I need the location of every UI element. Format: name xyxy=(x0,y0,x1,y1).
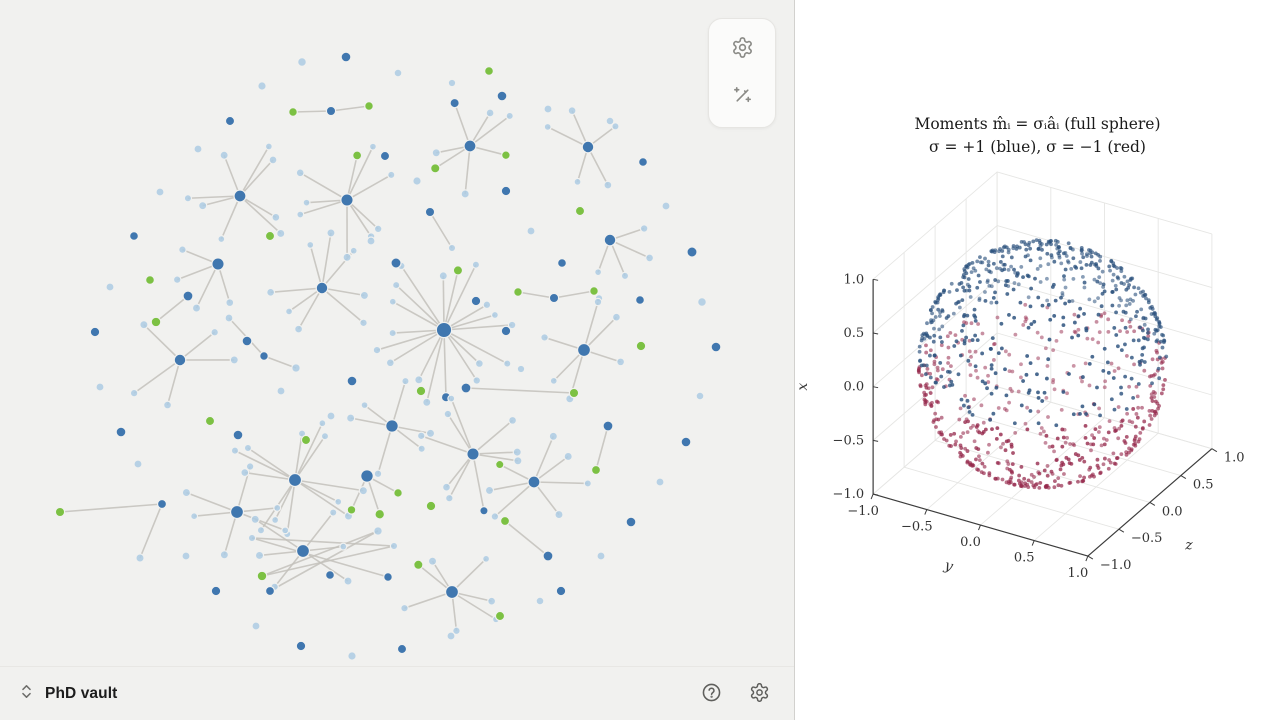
status-bar-actions xyxy=(694,677,776,711)
chevrons-up-down-icon xyxy=(18,683,35,705)
plot-title-line2: σ = +1 (blue), σ = −1 (red) xyxy=(929,138,1146,156)
gear-icon xyxy=(749,682,770,706)
graph-settings-button[interactable] xyxy=(715,25,769,73)
status-bar: PhD vault xyxy=(0,666,794,720)
graph-controls-card xyxy=(708,18,776,128)
graph-view-panel: PhD vault xyxy=(0,0,795,720)
wand-sparkles-icon xyxy=(731,84,754,110)
gear-icon xyxy=(731,36,754,62)
graph-canvas[interactable] xyxy=(0,0,795,720)
settings-button[interactable] xyxy=(742,677,776,711)
vault-name: PhD vault xyxy=(45,684,118,702)
plot-title-line1: Moments m̂ᵢ = σᵢâᵢ (full sphere) xyxy=(914,115,1161,133)
sphere-scatter-plot xyxy=(795,0,1279,720)
vault-switcher[interactable]: PhD vault xyxy=(18,683,117,705)
plot-title: Moments m̂ᵢ = σᵢâᵢ (full sphere) σ = +1 … xyxy=(795,113,1280,159)
help-circle-icon xyxy=(701,682,722,706)
help-button[interactable] xyxy=(694,677,728,711)
plot-panel: Moments m̂ᵢ = σᵢâᵢ (full sphere) σ = +1 … xyxy=(795,0,1280,720)
graph-arrange-button[interactable] xyxy=(715,73,769,121)
